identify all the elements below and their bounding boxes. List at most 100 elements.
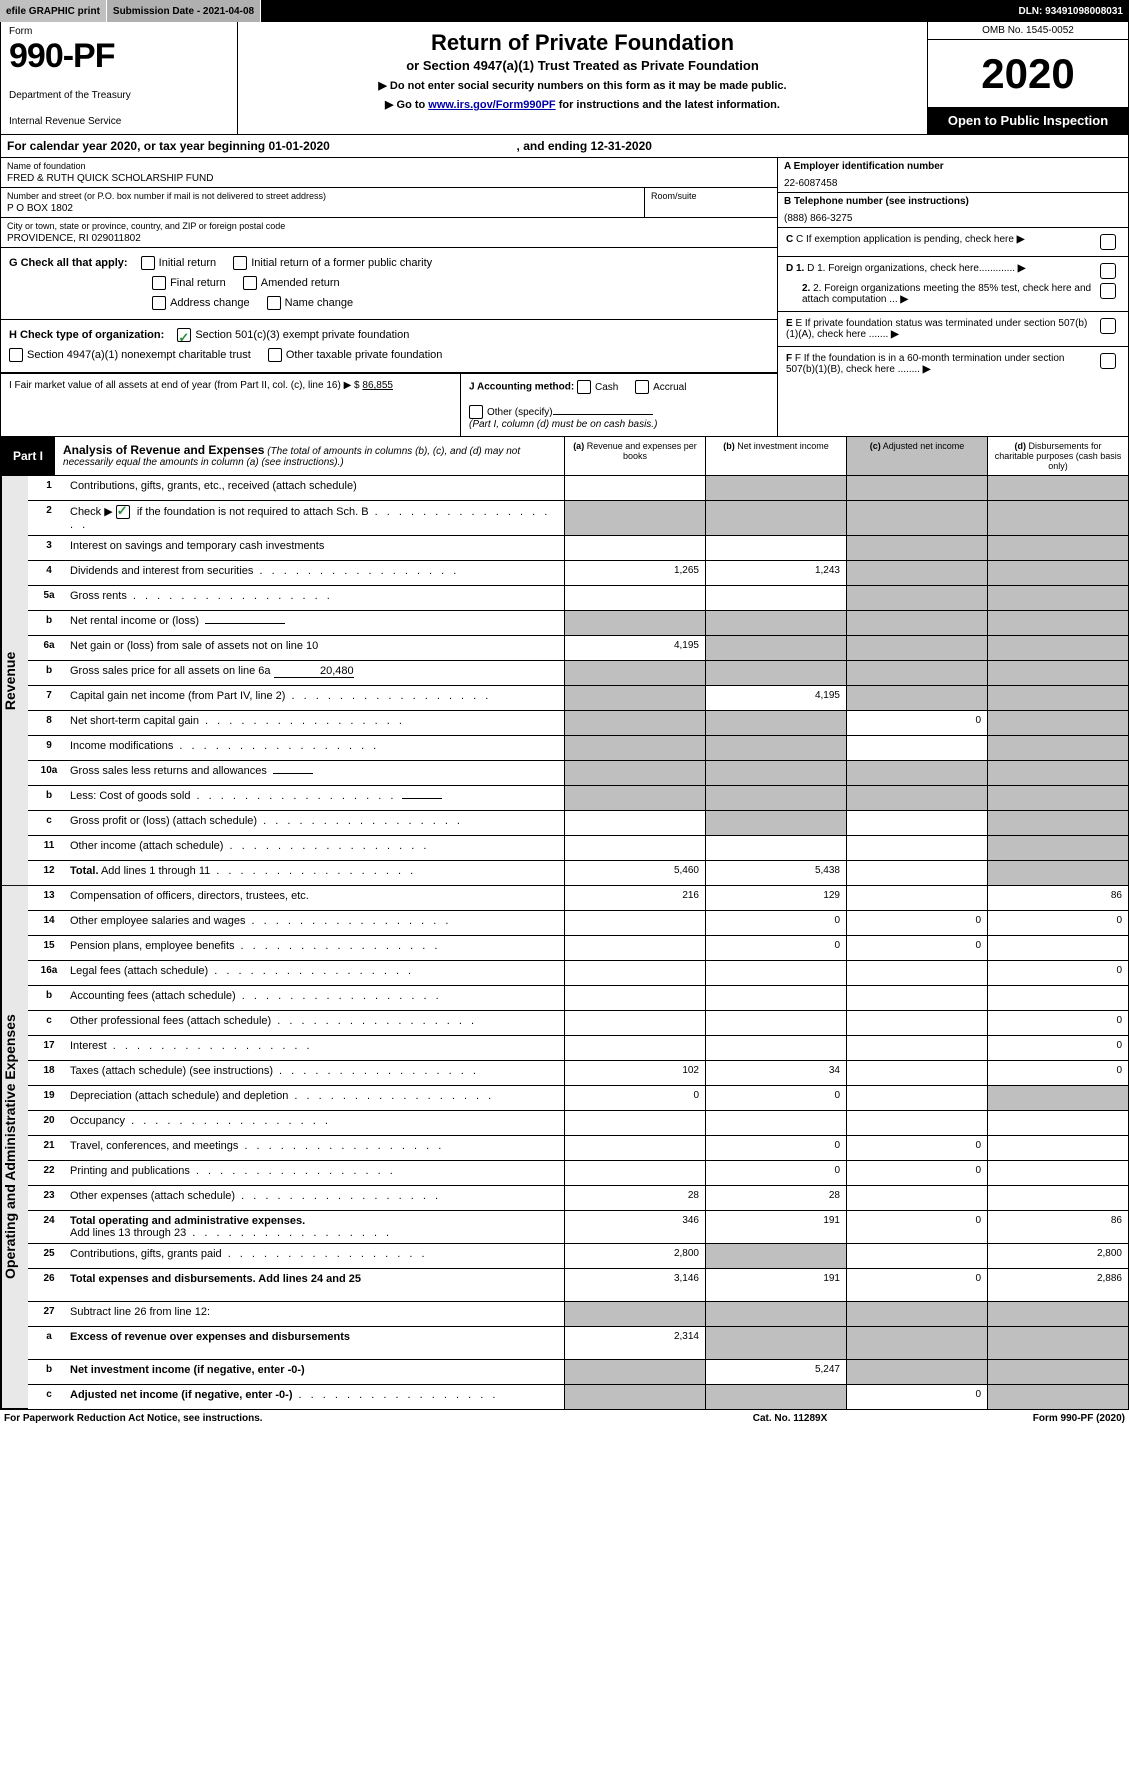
chk-cash[interactable]: Cash [577,382,618,393]
info-grid: Name of foundation FRED & RUTH QUICK SCH… [0,158,1129,437]
arrow-icon: ▶ [385,99,393,111]
H-label: H Check type of organization: [9,329,164,341]
city-cell: City or town, state or province, country… [1,218,777,248]
footer-left: For Paperwork Reduction Act Notice, see … [4,1413,655,1424]
open-public-badge: Open to Public Inspection [928,107,1128,134]
G-label: G Check all that apply: [9,257,128,269]
chk-F[interactable] [1100,353,1116,369]
expenses-section: Operating and Administrative Expenses 13… [0,886,1129,1410]
part1-title: Analysis of Revenue and Expenses [63,443,264,457]
part1-desc: Analysis of Revenue and Expenses (The to… [55,437,565,475]
info-right: A Employer identification number 22-6087… [777,158,1128,436]
I-amount: 86,855 [362,380,393,391]
vtab-expenses: Operating and Administrative Expenses [1,886,28,1409]
note2-pre: Go to [397,99,429,111]
footer-mid: Cat. No. 11289X [655,1413,925,1424]
chk-initial[interactable]: Initial return [141,257,216,269]
ein-label: A Employer identification number [784,161,1122,172]
box-F: F F If the foundation is in a 60-month t… [778,347,1128,381]
box-E: E E If private foundation status was ter… [778,312,1128,347]
top-bar: efile GRAPHIC print Submission Date - 20… [0,0,1129,22]
footer: For Paperwork Reduction Act Notice, see … [0,1410,1129,1427]
revenue-body: 1Contributions, gifts, grants, etc., rec… [28,476,1128,885]
chk-amended[interactable]: Amended return [243,277,340,289]
chk-D1[interactable] [1100,263,1116,279]
chk-C[interactable] [1100,234,1116,250]
col-c-header: (c) Adjusted net income [847,437,988,475]
phone-label: B Telephone number (see instructions) [784,196,1122,207]
chk-other-tax[interactable]: Other taxable private foundation [268,349,443,361]
row-IJ: I Fair market value of all assets at end… [1,373,777,436]
box-C: C C If exemption application is pending,… [778,228,1128,257]
box-J: J Accounting method: Cash Accrual Other … [461,374,777,436]
row-H: H Check type of organization: Section 50… [1,320,777,373]
box-I: I Fair market value of all assets at end… [1,374,461,436]
chk-D2[interactable] [1100,283,1116,299]
foundation-name-cell: Name of foundation FRED & RUTH QUICK SCH… [1,158,777,188]
footer-right: Form 990-PF (2020) [925,1413,1125,1424]
city-label: City or town, state or province, country… [7,221,771,231]
col-d-header: (d) Disbursements for charitable purpose… [988,437,1128,475]
irs-link[interactable]: www.irs.gov/Form990PF [428,99,555,111]
address-row: Number and street (or P.O. box number if… [1,188,777,218]
chk-E[interactable] [1100,318,1116,334]
form-title: Return of Private Foundation [242,30,923,56]
chk-other[interactable]: Other (specify) [469,407,653,418]
efile-label[interactable]: efile GRAPHIC print [0,0,107,22]
C-text: C If exemption application is pending, c… [796,234,1014,245]
chk-4947[interactable]: Section 4947(a)(1) nonexempt charitable … [9,349,251,361]
form-note2: ▶ Go to www.irs.gov/Form990PF for instruc… [242,98,923,111]
D2-text: 2. Foreign organizations meeting the 85%… [802,283,1091,305]
header-center: Return of Private Foundation or Section … [238,22,927,134]
part1-tab: Part I [1,437,55,475]
header-block: Form 990-PF Department of the Treasury I… [0,22,1129,135]
chk-name[interactable]: Name change [267,297,354,309]
D1-text: D 1. Foreign organizations, check here..… [807,263,1015,274]
chk-address[interactable]: Address change [152,297,250,309]
street-label: Number and street (or P.O. box number if… [7,191,638,201]
chk-501c3[interactable]: Section 501(c)(3) exempt private foundat… [177,329,409,341]
col-a-header: (a) Revenue and expenses per books [565,437,706,475]
ein-cell: A Employer identification number 22-6087… [778,158,1128,193]
J-label: J Accounting method: [469,382,574,393]
dln-label: DLN: 93491098008031 [1012,0,1129,22]
ein-value: 22-6087458 [784,178,1122,189]
E-text: E If private foundation status was termi… [786,318,1087,340]
cal-end: 12-31-2020 [591,139,652,153]
name-label: Name of foundation [7,161,771,171]
phone-value: (888) 866-3275 [784,213,1122,224]
arrow-icon: ▶ [378,80,386,92]
cal-pre: For calendar year 2020, or tax year begi… [7,139,268,153]
form-subtitle: or Section 4947(a)(1) Trust Treated as P… [242,58,923,73]
name-value: FRED & RUTH QUICK SCHOLARSHIP FUND [7,173,771,184]
phone-cell: B Telephone number (see instructions) (8… [778,193,1128,228]
chk-schB[interactable] [116,505,130,519]
street-value: P O BOX 1802 [7,203,638,214]
omb-number: OMB No. 1545-0052 [928,22,1128,40]
chk-initial-former[interactable]: Initial return of a former public charit… [233,257,432,269]
street-cell: Number and street (or P.O. box number if… [1,188,645,217]
page-container: efile GRAPHIC print Submission Date - 20… [0,0,1129,1427]
part1-header: Part I Analysis of Revenue and Expenses … [0,437,1129,476]
note1-text: Do not enter social security numbers on … [390,80,787,92]
chk-final[interactable]: Final return [152,277,226,289]
vtab-revenue: Revenue [1,476,28,885]
cal-begin: 01-01-2020 [268,139,329,153]
I-label: I Fair market value of all assets at end… [9,380,344,391]
tax-year: 2020 [928,40,1128,107]
submission-date: Submission Date - 2021-04-08 [107,0,261,22]
form-label: Form [9,26,229,37]
calendar-year-row: For calendar year 2020, or tax year begi… [0,135,1129,158]
cal-mid: , and ending [517,139,591,153]
J-note: (Part I, column (d) must be on cash basi… [469,419,657,430]
room-label: Room/suite [651,191,771,201]
revenue-section: Revenue 1Contributions, gifts, grants, e… [0,476,1129,886]
chk-accrual[interactable]: Accrual [635,382,686,393]
city-value: PROVIDENCE, RI 029011802 [7,233,771,244]
header-right: OMB No. 1545-0052 2020 Open to Public In… [927,22,1128,134]
note2-post: for instructions and the latest informat… [556,99,780,111]
form-note1: ▶ Do not enter social security numbers on… [242,79,923,92]
info-left: Name of foundation FRED & RUTH QUICK SCH… [1,158,777,436]
col-b-header: (b) Net investment income [706,437,847,475]
room-cell: Room/suite [645,188,777,217]
